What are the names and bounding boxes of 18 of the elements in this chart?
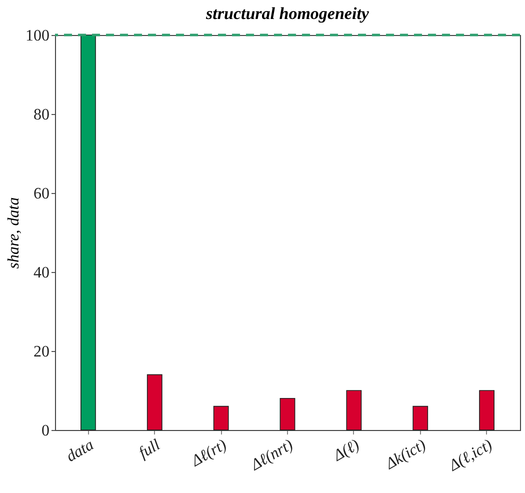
y-tick-label: 40 <box>34 264 50 282</box>
bar <box>80 34 96 430</box>
y-tick-label: 0 <box>42 422 50 440</box>
y-tick-label: 60 <box>34 186 50 202</box>
y-tick-label: 80 <box>34 106 50 124</box>
bar <box>346 390 362 430</box>
y-axis-title: share, data <box>6 197 22 269</box>
bar <box>479 390 494 430</box>
y-tick-label: 100 <box>26 28 50 44</box>
x-tick-label: data <box>64 436 97 466</box>
y-tick-label: 20 <box>34 344 50 360</box>
bar <box>146 374 162 430</box>
x-tick-label: Δ(ℓ) <box>330 436 362 466</box>
bar <box>213 406 229 430</box>
bar <box>412 406 428 430</box>
chart-title: structural homogeneity <box>205 4 370 23</box>
bar <box>280 398 296 430</box>
x-tick-label: full <box>136 436 164 462</box>
